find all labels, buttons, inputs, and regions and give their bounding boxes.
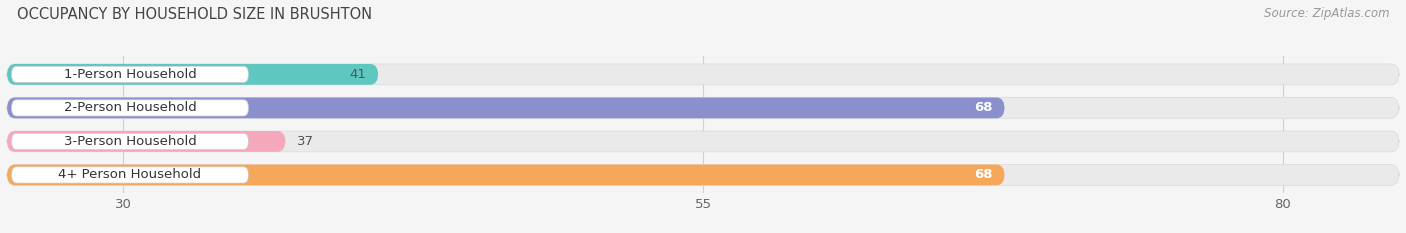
Text: 4+ Person Household: 4+ Person Household xyxy=(59,168,201,182)
Text: OCCUPANCY BY HOUSEHOLD SIZE IN BRUSHTON: OCCUPANCY BY HOUSEHOLD SIZE IN BRUSHTON xyxy=(17,7,373,22)
FancyBboxPatch shape xyxy=(11,66,249,82)
Text: 68: 68 xyxy=(974,168,993,182)
Text: 1-Person Household: 1-Person Household xyxy=(63,68,197,81)
Text: 37: 37 xyxy=(297,135,314,148)
FancyBboxPatch shape xyxy=(7,64,1399,85)
Text: 68: 68 xyxy=(974,101,993,114)
FancyBboxPatch shape xyxy=(11,167,249,183)
FancyBboxPatch shape xyxy=(7,164,1005,185)
FancyBboxPatch shape xyxy=(7,97,1005,118)
FancyBboxPatch shape xyxy=(11,133,249,150)
FancyBboxPatch shape xyxy=(7,64,378,85)
Text: 2-Person Household: 2-Person Household xyxy=(63,101,197,114)
Text: 3-Person Household: 3-Person Household xyxy=(63,135,197,148)
FancyBboxPatch shape xyxy=(11,100,249,116)
FancyBboxPatch shape xyxy=(7,97,1399,118)
FancyBboxPatch shape xyxy=(7,164,1399,185)
FancyBboxPatch shape xyxy=(7,131,285,152)
FancyBboxPatch shape xyxy=(7,131,1399,152)
Text: 41: 41 xyxy=(350,68,367,81)
Text: Source: ZipAtlas.com: Source: ZipAtlas.com xyxy=(1264,7,1389,20)
